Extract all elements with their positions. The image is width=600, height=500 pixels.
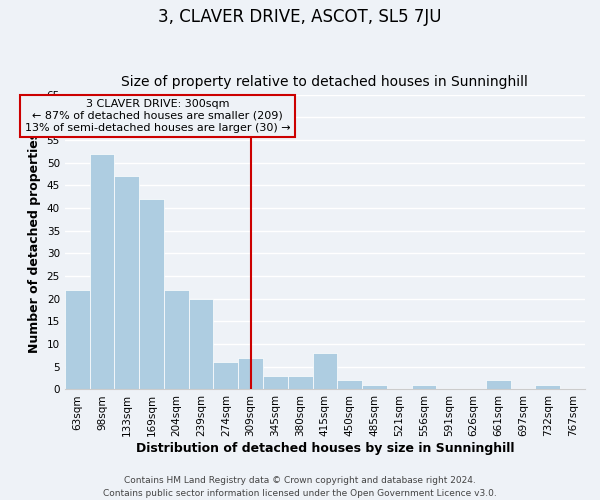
Text: Contains HM Land Registry data © Crown copyright and database right 2024.
Contai: Contains HM Land Registry data © Crown c… — [103, 476, 497, 498]
Bar — [65, 290, 89, 390]
Bar — [214, 362, 238, 390]
Bar — [164, 290, 188, 390]
Bar — [337, 380, 362, 390]
Bar — [288, 376, 313, 390]
Bar — [188, 299, 214, 390]
Bar — [263, 376, 288, 390]
Bar — [412, 385, 436, 390]
Bar — [238, 358, 263, 390]
Bar — [535, 385, 560, 390]
Bar — [313, 353, 337, 390]
Text: 3 CLAVER DRIVE: 300sqm
← 87% of detached houses are smaller (209)
13% of semi-de: 3 CLAVER DRIVE: 300sqm ← 87% of detached… — [25, 100, 290, 132]
Y-axis label: Number of detached properties: Number of detached properties — [28, 132, 41, 352]
Bar — [115, 176, 139, 390]
Bar — [486, 380, 511, 390]
Title: Size of property relative to detached houses in Sunninghill: Size of property relative to detached ho… — [121, 76, 529, 90]
X-axis label: Distribution of detached houses by size in Sunninghill: Distribution of detached houses by size … — [136, 442, 514, 455]
Bar — [89, 154, 115, 390]
Text: 3, CLAVER DRIVE, ASCOT, SL5 7JU: 3, CLAVER DRIVE, ASCOT, SL5 7JU — [158, 8, 442, 26]
Bar — [362, 385, 387, 390]
Bar — [139, 199, 164, 390]
